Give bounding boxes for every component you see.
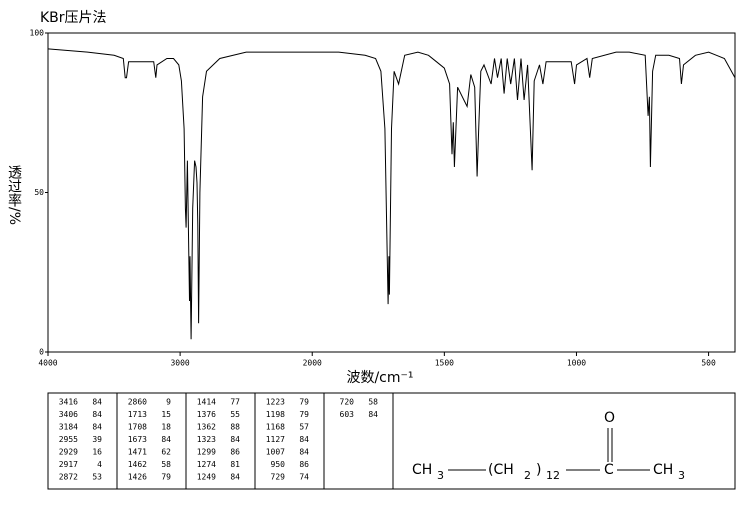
structure-text: ) (536, 462, 541, 478)
peak-wavenumber: 1708 (128, 423, 147, 432)
peak-transmittance: 86 (299, 460, 309, 469)
chart-title: KBr压片法 (40, 10, 107, 26)
structure: CH 3 (CH 2 ) 12 C CH 3 O (412, 410, 685, 482)
peak-wavenumber: 3184 (59, 423, 78, 432)
x-tick-label: 1500 (435, 359, 454, 368)
peak-wavenumber: 3416 (59, 398, 78, 407)
structure-text: CH (412, 462, 432, 478)
peak-transmittance: 84 (92, 398, 102, 407)
structure-text: O (604, 410, 615, 426)
peak-wavenumber: 2929 (59, 448, 78, 457)
peak-wavenumber: 1673 (128, 435, 147, 444)
peak-transmittance: 57 (299, 423, 309, 432)
peak-wavenumber: 1249 (197, 473, 216, 482)
peak-wavenumber: 2917 (59, 460, 78, 469)
x-tick-label: 500 (701, 359, 716, 368)
structure-text: (CH (488, 462, 514, 478)
peak-wavenumber: 1376 (197, 410, 216, 419)
peak-transmittance: 79 (161, 473, 171, 482)
peak-transmittance: 77 (230, 398, 240, 407)
peak-wavenumber: 1299 (197, 448, 216, 457)
peak-transmittance: 4 (97, 460, 102, 469)
y-tick-label: 0 (39, 348, 44, 357)
peak-transmittance: 84 (92, 410, 102, 419)
peak-wavenumber: 1223 (266, 398, 285, 407)
x-tick-label: 1000 (567, 359, 586, 368)
peak-transmittance: 53 (92, 473, 102, 482)
x-axis-label: 波数/cm⁻¹ (346, 370, 413, 386)
peak-wavenumber: 1362 (197, 423, 216, 432)
peak-wavenumber: 729 (271, 473, 286, 482)
peak-wavenumber: 950 (271, 460, 286, 469)
structure-text: 3 (437, 469, 444, 482)
structure-text: 12 (546, 469, 560, 482)
peak-transmittance: 55 (230, 410, 240, 419)
peak-transmittance: 16 (92, 448, 102, 457)
x-tick-label: 2000 (303, 359, 322, 368)
peak-transmittance: 88 (230, 423, 240, 432)
y-axis-label: 透过率/% (6, 165, 22, 225)
peak-transmittance: 84 (299, 448, 309, 457)
spectrum-line (47, 48, 736, 340)
peak-wavenumber: 720 (340, 398, 355, 407)
peak-transmittance: 74 (299, 473, 309, 482)
peak-wavenumber: 3406 (59, 410, 78, 419)
plot-frame (47, 32, 736, 353)
peak-wavenumber: 2872 (59, 473, 78, 482)
y-tick-label: 100 (30, 29, 45, 38)
peak-wavenumber: 1168 (266, 423, 285, 432)
peak-transmittance: 84 (92, 423, 102, 432)
peak-transmittance: 84 (368, 410, 378, 419)
peak-transmittance: 81 (230, 460, 240, 469)
x-tick-label: 4000 (38, 359, 57, 368)
peak-wavenumber: 2955 (59, 435, 78, 444)
peak-transmittance: 15 (161, 410, 171, 419)
structure-text: 3 (678, 469, 685, 482)
peak-transmittance: 39 (92, 435, 102, 444)
structure-text: 2 (524, 469, 531, 482)
peak-transmittance: 84 (230, 473, 240, 482)
peak-wavenumber: 1426 (128, 473, 147, 482)
peak-wavenumber: 1462 (128, 460, 147, 469)
peak-transmittance: 86 (230, 448, 240, 457)
peak-wavenumber: 1198 (266, 410, 285, 419)
structure-text: CH (653, 462, 673, 478)
peak-transmittance: 62 (161, 448, 171, 457)
peak-wavenumber: 1127 (266, 435, 285, 444)
peak-wavenumber: 1713 (128, 410, 147, 419)
peak-wavenumber: 1323 (197, 435, 216, 444)
peak-wavenumber: 1274 (197, 460, 216, 469)
peak-transmittance: 84 (230, 435, 240, 444)
table-frame (47, 392, 736, 490)
peak-transmittance: 18 (161, 423, 171, 432)
peak-wavenumber: 1007 (266, 448, 285, 457)
peak-transmittance: 84 (161, 435, 171, 444)
peak-wavenumber: 1414 (197, 398, 216, 407)
peak-wavenumber: 603 (340, 410, 355, 419)
peak-wavenumber: 1471 (128, 448, 147, 457)
peak-transmittance: 79 (299, 398, 309, 407)
peak-transmittance: 79 (299, 410, 309, 419)
peak-wavenumber: 2860 (128, 398, 147, 407)
structure-text: C (604, 462, 614, 478)
x-tick-label: 3000 (170, 359, 189, 368)
peak-transmittance: 84 (299, 435, 309, 444)
y-tick-label: 50 (34, 188, 44, 197)
peak-transmittance: 9 (166, 398, 171, 407)
peak-transmittance: 58 (161, 460, 171, 469)
peak-transmittance: 58 (368, 398, 378, 407)
